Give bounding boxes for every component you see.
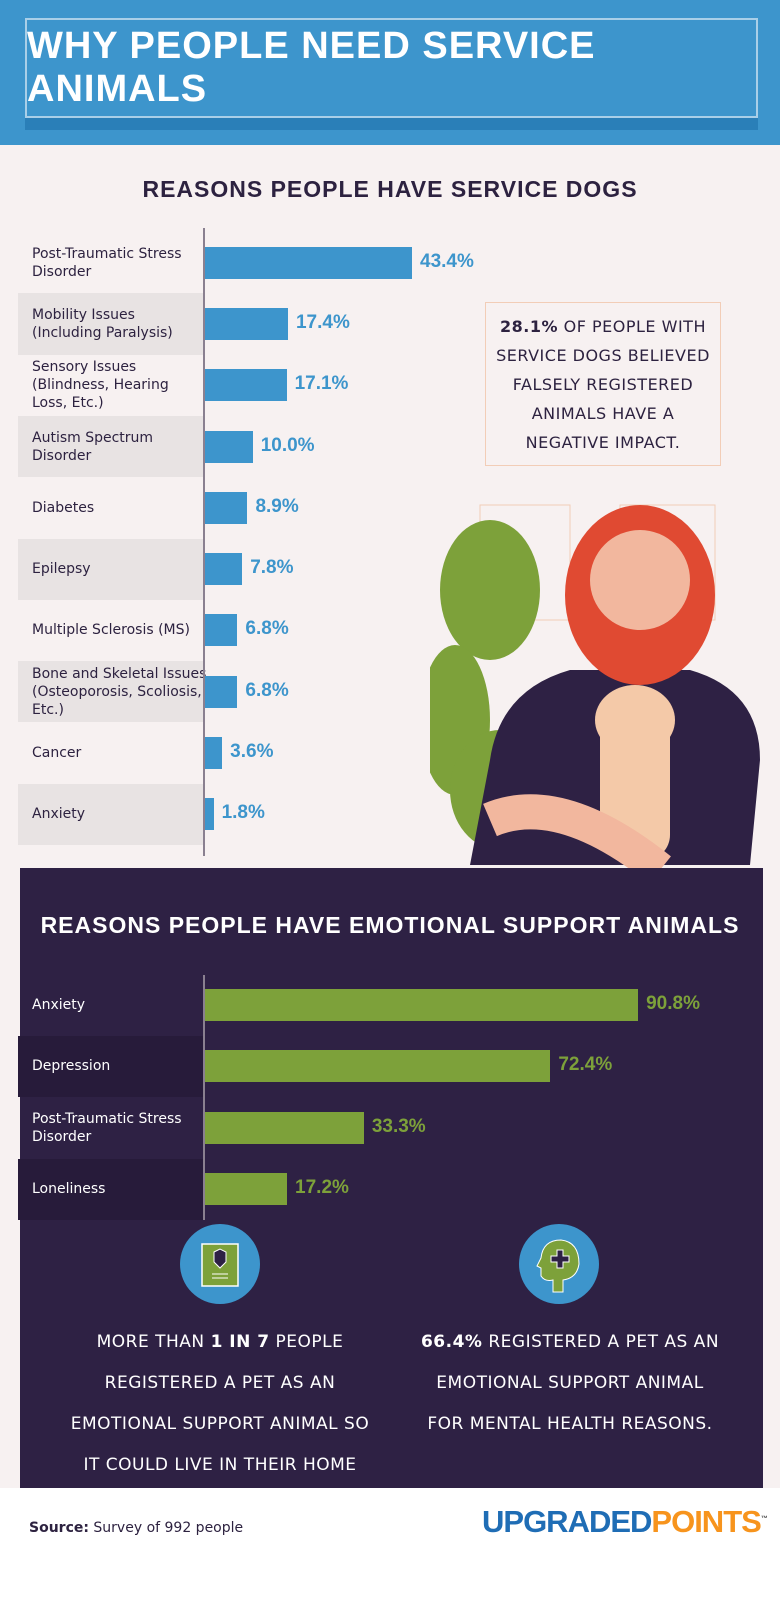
mental-health-head-icon [519,1224,599,1304]
chart-row: Bone and Skeletal Issues (Osteoporosis, … [18,661,207,723]
callout-rest: OF PEOPLE WITH SERVICE DOGS BELIEVED FAL… [496,316,710,452]
value-label: 10.0% [260,434,315,456]
service-dogs-axis [203,228,205,856]
chart-row: Depression [18,1035,204,1097]
bar [205,1173,288,1206]
value-label: 17.4% [295,311,350,333]
bar [205,246,413,279]
stat-bold: 1 IN 7 [210,1332,270,1352]
callout-bold: 28.1% [500,316,559,336]
source-label: Source: [29,1520,89,1536]
bar [205,798,214,831]
category-label: Diabetes [32,499,95,516]
man-face [590,530,690,630]
dog-head [595,685,675,755]
logo-part1: UPGRADED [482,1504,652,1539]
upgradedpoints-logo[interactable]: UPGRADEDPOINTS™ [482,1504,768,1540]
service-dogs-chart-title: REASONS PEOPLE HAVE SERVICE DOGS [142,176,638,202]
stat-text: REGISTERED A PET AS AN EMOTIONAL SUPPORT… [427,1332,720,1434]
value-label: 33.3% [371,1115,426,1137]
category-label: Post-Traumatic Stress Disorder [32,1110,182,1145]
chart-row: Post-Traumatic Stress Disorder [18,232,204,293]
stat-mental-health: 66.4% REGISTERED A PET AS AN EMOTIONAL S… [420,1322,720,1445]
value-label: 17.2% [295,1177,349,1199]
callout-box: 28.1% OF PEOPLE WITH SERVICE DOGS BELIEV… [485,302,721,466]
value-label: 17.1% [294,373,349,395]
value-label: 8.9% [255,495,299,517]
esa-axis [203,975,205,1220]
chart-row: Autism Spectrum Disorder [18,415,204,478]
logo-part2: POINTS [651,1504,761,1539]
source-text: Survey of 992 people [88,1520,244,1536]
bar [205,369,287,402]
bar [205,491,248,524]
footer: Source: Survey of 992 people UPGRADEDPOI… [0,1488,780,1617]
bar [205,1050,551,1083]
stat-bold: 66.4% [420,1332,483,1352]
value-label: 7.8% [250,557,294,579]
bar [205,614,238,647]
esa-chart-title: REASONS PEOPLE HAVE EMOTIONAL SUPPORT AN… [40,912,740,938]
chart-row: Loneliness [18,1158,204,1220]
value-label: 72.4% [558,1054,613,1076]
chart-row: Post-Traumatic Stress Disorder [18,1097,204,1159]
category-label: Multiple Sclerosis (MS) [32,622,190,639]
bar [205,988,639,1021]
category-label: Mobility Issues (Including Paralysis) [32,306,173,341]
bar [205,553,243,586]
category-label: Sensory Issues (Blindness, Hearing Loss,… [32,359,169,412]
callout-text: 28.1% OF PEOPLE WITH SERVICE DOGS BELIEV… [492,312,714,457]
bar [205,1111,364,1144]
stat-text: MORE THAN [96,1332,211,1352]
header-banner: WHY PEOPLE NEED SERVICE ANIMALS [0,0,780,145]
man-arm [483,794,671,870]
value-label: 3.6% [230,741,274,763]
bar [205,737,223,770]
chart-row: Cancer [18,722,204,783]
page-title: WHY PEOPLE NEED SERVICE ANIMALS [27,25,596,110]
chart-row: Diabetes [18,477,204,538]
chart-row: Mobility Issues (Including Paralysis) [18,293,204,355]
category-label: Anxiety [32,996,86,1013]
chart-row: Anxiety [18,974,204,1036]
title-box: WHY PEOPLE NEED SERVICE ANIMALS [25,18,758,118]
category-label: Loneliness [32,1181,106,1198]
value-label: 90.8% [646,992,700,1014]
value-label: 43.4% [420,250,474,272]
bar [205,430,253,463]
chart-row: Sensory Issues (Blindness, Hearing Loss,… [18,355,204,416]
man-with-dog-illustration [430,504,760,870]
category-label: Anxiety [32,806,86,823]
bar [205,307,288,340]
category-label: Epilepsy [32,561,91,578]
category-label: Post-Traumatic Stress Disorder [32,245,182,280]
bar [205,675,238,708]
category-label: Depression [32,1058,111,1075]
source-note: Source: Survey of 992 people [29,1520,243,1536]
value-label: 6.8% [245,618,289,640]
chart-row: Epilepsy [18,538,204,600]
category-label: Cancer [32,745,82,762]
category-label: Autism Spectrum Disorder [32,429,154,464]
category-label: Bone and Skeletal Issues (Osteoporosis, … [32,665,207,718]
value-label: 6.8% [245,679,289,701]
value-label: 1.8% [221,802,265,824]
chart-row: Multiple Sclerosis (MS) [18,600,204,661]
chart-row: Anxiety [18,783,204,845]
logo-tm: ™ [760,1515,768,1523]
registration-card-icon [180,1224,260,1304]
